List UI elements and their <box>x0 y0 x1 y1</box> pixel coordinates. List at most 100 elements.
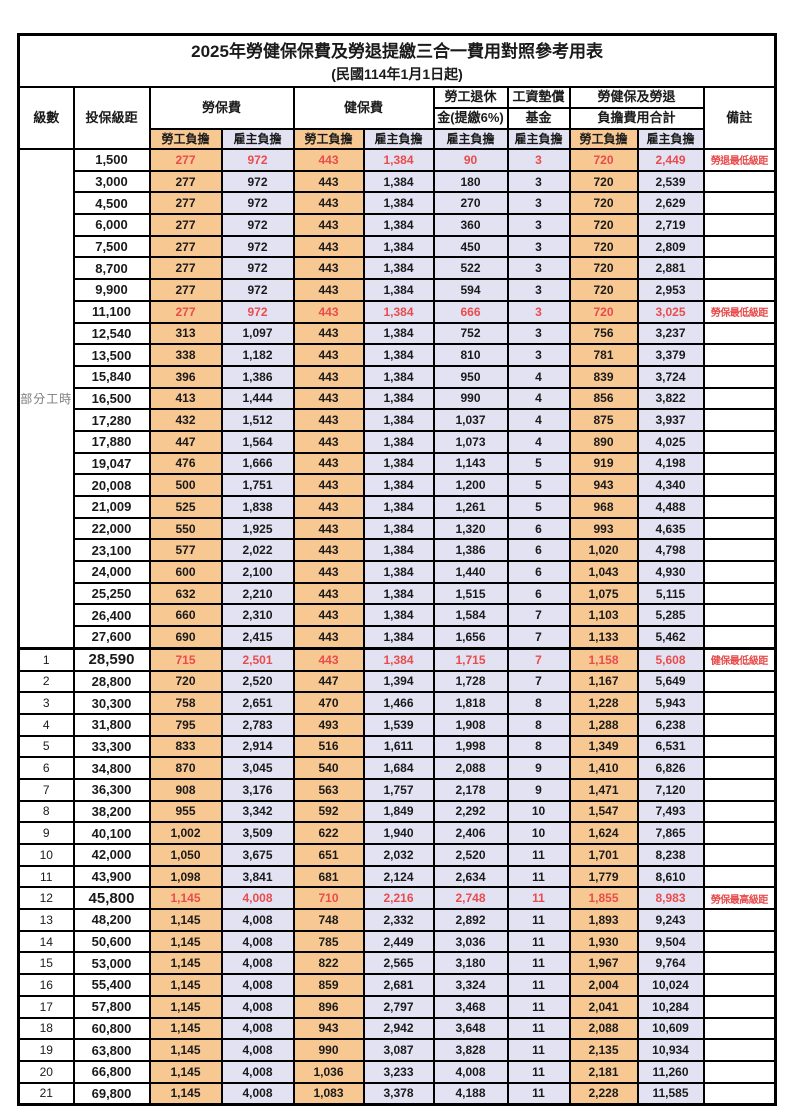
health-employee-cell: 990 <box>292 1038 365 1062</box>
arrears-employer-cell: 3 <box>506 191 571 216</box>
arrears-employer-cell: 6 <box>506 516 571 541</box>
health-employee-cell: 443 <box>292 408 365 432</box>
health-employer-cell: 1,611 <box>362 734 435 759</box>
labor-employer-cell: 3,675 <box>220 843 295 867</box>
total-employee-cell: 720 <box>568 169 639 194</box>
total-employee-cell: 720 <box>568 148 639 172</box>
total-employee-cell: 720 <box>568 191 639 216</box>
labor-employee-cell: 758 <box>148 691 223 715</box>
remark-cell <box>702 429 777 454</box>
arrears-employer-cell: 11 <box>506 1081 571 1106</box>
labor-employer-cell: 2,651 <box>220 691 295 715</box>
remark-cell <box>702 560 777 584</box>
pension-employer-cell: 1,037 <box>432 408 509 432</box>
subheader-pension-employer: 雇主負擔 <box>432 128 509 150</box>
total-employer-cell: 10,284 <box>636 994 705 1019</box>
health-employer-cell: 1,384 <box>362 386 435 411</box>
health-employer-cell: 1,384 <box>362 169 435 194</box>
remark-cell <box>702 256 777 281</box>
remark-cell <box>702 973 777 997</box>
total-employee-cell: 720 <box>568 213 639 237</box>
level-cell: 12 <box>17 886 75 911</box>
health-employee-cell: 622 <box>292 821 365 845</box>
labor-employer-cell: 4,008 <box>220 908 295 932</box>
page-subtitle: (民國114年1月1日起) <box>331 65 463 82</box>
level-cell: 17 <box>17 994 75 1019</box>
labor-employee-cell: 1,145 <box>148 951 223 976</box>
health-employer-cell: 1,757 <box>362 777 435 802</box>
remark-cell <box>702 625 777 650</box>
labor-employer-cell: 1,838 <box>220 495 295 519</box>
col-header-total-line1: 勞健保及勞退 <box>568 86 705 109</box>
pension-employer-cell: 1,818 <box>432 691 509 715</box>
table-row: 1 28,590 715 2,501 443 1,384 1,715 7 1,158 5,608 健… <box>17 646 777 672</box>
remark-cell <box>702 581 777 606</box>
health-employee-cell: 785 <box>292 929 365 954</box>
labor-employer-cell: 972 <box>220 299 295 324</box>
table-row: 11,100 277 972 443 1,384 666 3 720 3,025 勞保最低級距 <box>19 299 777 324</box>
health-employer-cell: 2,332 <box>362 908 435 932</box>
health-employer-cell: 1,384 <box>362 408 435 432</box>
bracket-cell: 4,500 <box>72 191 151 216</box>
total-employee-cell: 1,893 <box>568 908 639 932</box>
remark-cell <box>702 821 777 845</box>
labor-employer-cell: 4,008 <box>220 1059 295 1084</box>
table-row: 10 42,000 1,050 3,675 651 2,032 2,520 11 1,701 8,… <box>17 843 777 867</box>
table-row: 18 60,800 1,145 4,008 943 2,942 3,648 11 2,088 10… <box>17 1016 777 1041</box>
pension-employer-cell: 2,406 <box>432 821 509 845</box>
labor-employer-cell: 4,008 <box>220 994 295 1019</box>
arrears-employer-cell: 11 <box>506 1038 571 1062</box>
labor-employer-cell: 972 <box>220 278 295 302</box>
table-row: 2 28,800 720 2,520 447 1,394 1,728 7 1,167 5,649 <box>17 669 777 694</box>
total-employee-cell: 968 <box>568 495 639 519</box>
health-employer-cell: 2,449 <box>362 929 435 954</box>
health-employee-cell: 710 <box>292 886 365 911</box>
health-employer-cell: 1,384 <box>362 603 435 628</box>
total-employee-cell: 2,228 <box>568 1081 639 1106</box>
level-cell: 11 <box>17 864 75 889</box>
pension-employer-cell: 4,008 <box>432 1059 509 1084</box>
health-employee-cell: 470 <box>292 691 365 715</box>
labor-employer-cell: 2,100 <box>220 560 295 584</box>
labor-employee-cell: 795 <box>148 712 223 737</box>
arrears-employer-cell: 3 <box>506 299 571 324</box>
total-employer-cell: 4,340 <box>636 473 705 497</box>
pension-employer-cell: 1,440 <box>432 560 509 584</box>
arrears-employer-cell: 8 <box>506 712 571 737</box>
level-cell: 19 <box>17 1038 75 1062</box>
arrears-employer-cell: 4 <box>506 364 571 389</box>
table-row: 20 66,800 1,145 4,008 1,036 3,233 4,008 11 2,181… <box>17 1059 777 1084</box>
level-cell: 2 <box>17 669 75 694</box>
level-cell: 15 <box>17 951 75 976</box>
labor-employee-cell: 955 <box>148 799 223 824</box>
bracket-cell: 8,700 <box>72 256 151 281</box>
health-employee-cell: 681 <box>292 864 365 889</box>
total-employee-cell: 993 <box>568 516 639 541</box>
labor-employee-cell: 313 <box>148 321 223 346</box>
table-row: 4 31,800 795 2,783 493 1,539 1,908 8 1,288 6,238 <box>17 712 777 737</box>
remark-cell <box>702 712 777 737</box>
col-header-total-line2: 負擔費用合計 <box>568 107 705 130</box>
health-employee-cell: 443 <box>292 213 365 237</box>
table-row: 19 63,800 1,145 4,008 990 3,087 3,828 11 2,135 10… <box>17 1038 777 1062</box>
remark-cell <box>702 1059 777 1084</box>
health-employee-cell: 443 <box>292 560 365 584</box>
arrears-employer-cell: 10 <box>506 821 571 845</box>
total-employer-cell: 2,809 <box>636 234 705 259</box>
health-employee-cell: 443 <box>292 148 365 172</box>
total-employer-cell: 5,285 <box>636 603 705 628</box>
health-employee-cell: 651 <box>292 843 365 867</box>
arrears-employer-cell: 7 <box>506 625 571 650</box>
arrears-employer-cell: 11 <box>506 843 571 867</box>
total-employer-cell: 3,025 <box>636 299 705 324</box>
table-row: 6,000 277 972 443 1,384 360 3 720 2,719 <box>19 213 777 237</box>
page-title: 2025年勞健保保費及勞退提繳三合一費用對照參考用表 <box>191 42 603 62</box>
total-employee-cell: 756 <box>568 321 639 346</box>
table-row: 17,880 447 1,564 443 1,384 1,073 4 890 4,025 <box>19 429 777 454</box>
bracket-cell: 28,800 <box>72 669 151 694</box>
arrears-employer-cell: 6 <box>506 538 571 563</box>
pension-employer-cell: 522 <box>432 256 509 281</box>
total-employee-cell: 1,020 <box>568 538 639 563</box>
level-cell: 4 <box>17 712 75 737</box>
pension-employer-cell: 1,515 <box>432 581 509 606</box>
